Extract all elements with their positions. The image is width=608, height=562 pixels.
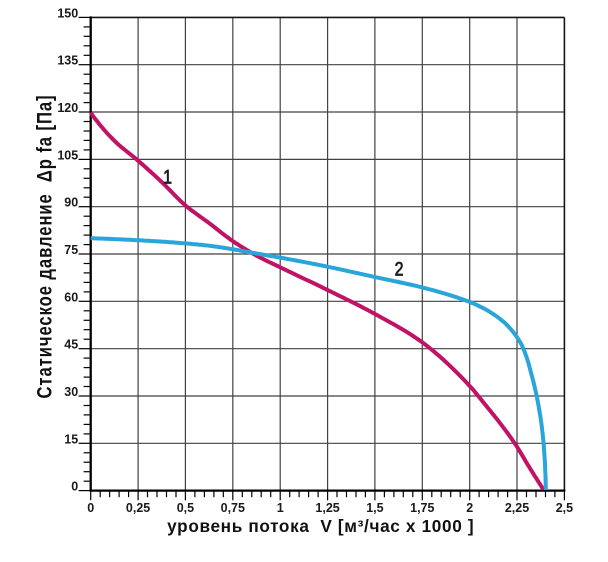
- svg-text:0,5: 0,5: [177, 501, 194, 515]
- svg-text:2,25: 2,25: [505, 501, 529, 515]
- svg-text:90: 90: [64, 196, 78, 210]
- svg-text:0: 0: [87, 501, 94, 515]
- svg-text:150: 150: [57, 6, 78, 20]
- svg-text:120: 120: [57, 101, 78, 115]
- svg-text:1: 1: [277, 501, 284, 515]
- svg-text:15: 15: [64, 432, 78, 446]
- svg-text:30: 30: [64, 385, 78, 399]
- svg-text:75: 75: [64, 243, 78, 257]
- svg-text:1,5: 1,5: [366, 501, 383, 515]
- svg-text:1: 1: [163, 166, 172, 188]
- svg-text:1,75: 1,75: [410, 501, 434, 515]
- svg-text:0: 0: [71, 480, 78, 494]
- svg-text:105: 105: [57, 148, 78, 162]
- svg-text:45: 45: [64, 338, 78, 352]
- svg-text:1,25: 1,25: [315, 501, 339, 515]
- svg-text:2,5: 2,5: [556, 501, 573, 515]
- svg-text:0,25: 0,25: [126, 501, 150, 515]
- svg-text:2: 2: [395, 258, 404, 280]
- svg-text:уровень потока V [м³/час x 10: уровень потока V [м³/час x 1000 ]: [167, 516, 474, 536]
- svg-text:0,75: 0,75: [221, 501, 245, 515]
- svg-text:2: 2: [466, 501, 473, 515]
- svg-text:135: 135: [57, 54, 78, 68]
- svg-text:60: 60: [64, 290, 78, 304]
- svg-text:Статическое давление Δp fa [П: Статическое давление Δp fa [Па]: [34, 94, 57, 398]
